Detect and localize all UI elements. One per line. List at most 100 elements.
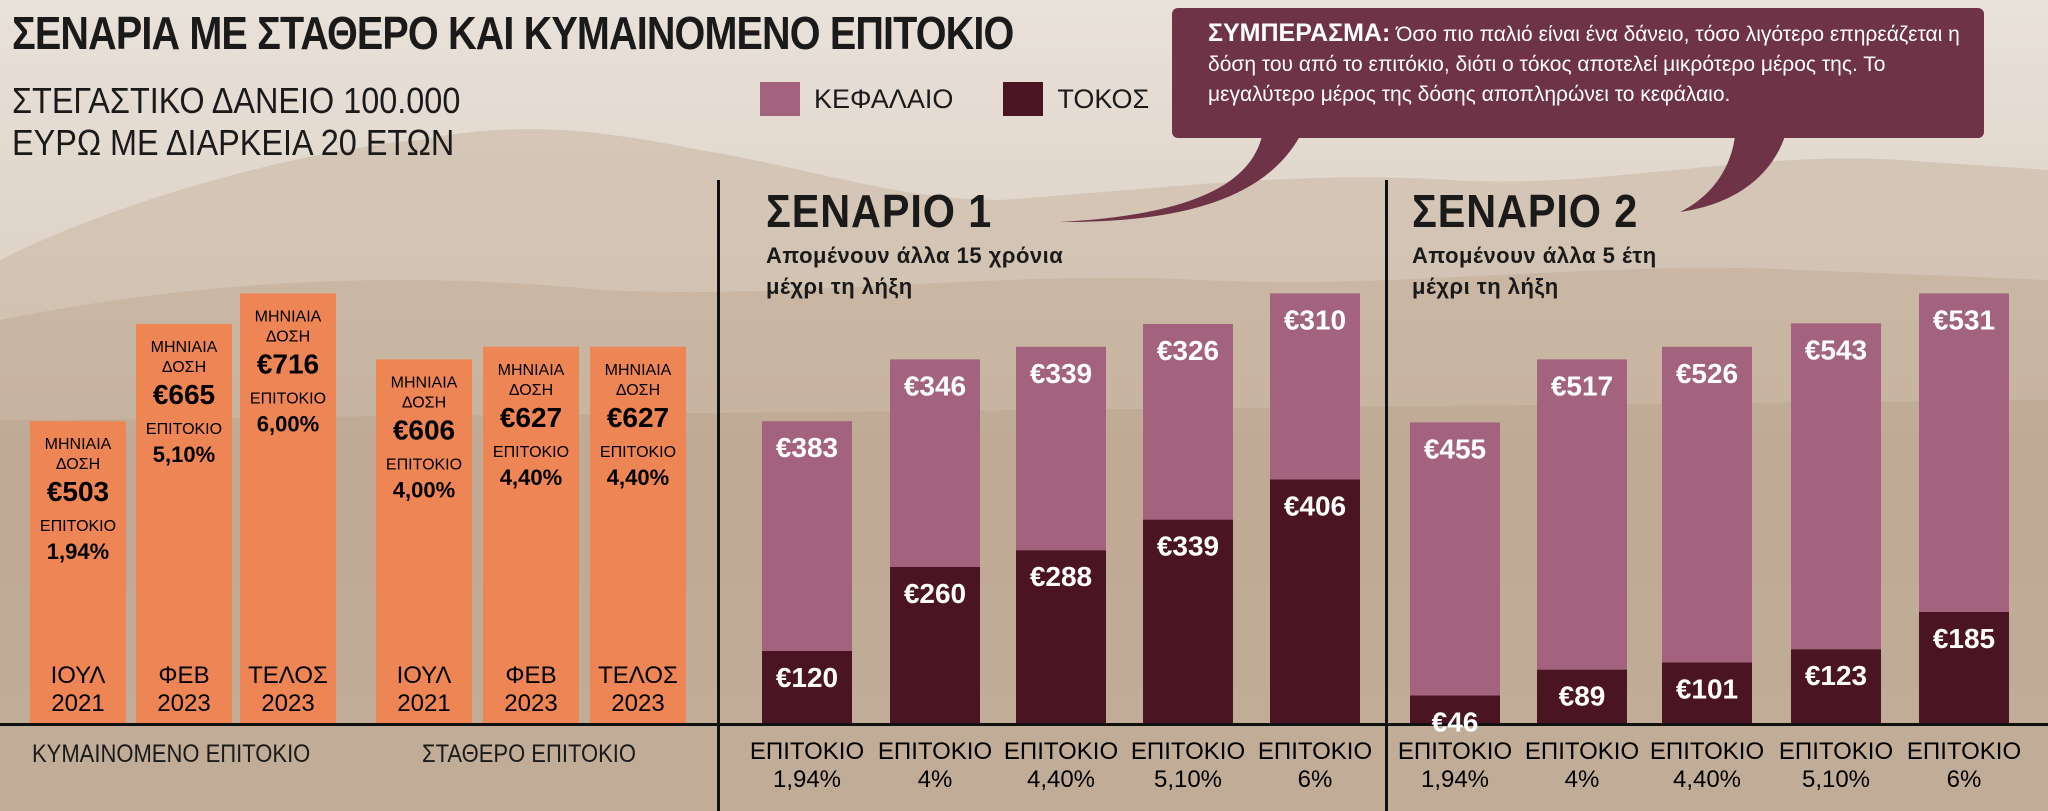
interest-value-label: €260 — [904, 578, 966, 609]
x-axis-label: ΕΠΙΤΟΚΙΟ — [1258, 738, 1372, 765]
bar-value-label: €606 — [393, 414, 455, 445]
interest-bar-segment — [1537, 669, 1627, 723]
principal-value-label: €517 — [1551, 370, 1613, 401]
bar-value-label: €503 — [47, 476, 109, 507]
principal-bar-segment — [1016, 346, 1106, 551]
principal-value-label: €339 — [1030, 358, 1092, 389]
bar-value-label: €665 — [153, 379, 215, 410]
bar-payment-label: ΔΟΣΗ — [56, 456, 100, 473]
principal-bar-segment — [1143, 324, 1233, 520]
principal-bar-segment — [762, 421, 852, 651]
interest-bar-segment — [1410, 695, 1500, 723]
fixed-rate-label: ΣΤΑΘΕΡΟ ΕΠΙΤΟΚΙΟ — [422, 740, 637, 768]
bar-rate-label: 6,00% — [257, 411, 319, 436]
divider-scenario-2 — [1385, 180, 1388, 811]
scenario-2-subtitle-line-2: μέχρι τη λήξη — [1412, 274, 1559, 299]
legend-label-interest: ΤΟΚΟΣ — [1057, 83, 1150, 114]
principal-value-label: €526 — [1676, 358, 1738, 389]
legend-swatch-principal — [760, 82, 800, 116]
bar-rate-title: ΕΠΙΤΟΚΙΟ — [600, 444, 676, 461]
bar-category-label: 2021 — [51, 690, 104, 717]
bar-rate-label: 4,00% — [393, 477, 455, 502]
interest-bar-segment — [1791, 649, 1881, 723]
principal-value-label: €346 — [904, 370, 966, 401]
interest-bar-segment — [1662, 662, 1752, 723]
bar-payment-label: ΜΗΝΙΑΙΑ — [151, 339, 218, 356]
interest-value-label: €46 — [1432, 706, 1479, 737]
fixed-bar — [483, 346, 579, 723]
bar-category-label: ΙΟΥΛ — [51, 662, 106, 689]
interest-bar-segment — [890, 567, 980, 723]
interest-value-label: €89 — [1559, 681, 1606, 712]
bar-category-label: ΦΕΒ — [158, 662, 209, 689]
x-axis-label: 5,10% — [1154, 766, 1222, 793]
interest-value-label: €120 — [776, 662, 838, 693]
fixed-bar — [376, 359, 472, 723]
x-axis-label: ΕΠΙΤΟΚΙΟ — [1779, 738, 1893, 765]
interest-bar-segment — [1143, 519, 1233, 723]
bar-payment-label: ΔΟΣΗ — [509, 382, 553, 399]
x-axis-label: 4% — [918, 766, 953, 793]
principal-value-label: €543 — [1805, 334, 1867, 365]
floating-rate-label: ΚΥΜΑΙΝΟΜΕΝΟ ΕΠΙΤΟΚΙΟ — [32, 740, 311, 768]
interest-value-label: €288 — [1030, 561, 1092, 592]
x-axis-label: ΕΠΙΤΟΚΙΟ — [1131, 738, 1245, 765]
bar-rate-title: ΕΠΙΤΟΚΙΟ — [40, 518, 116, 535]
principal-bar-segment — [890, 359, 980, 567]
bar-rate-title: ΕΠΙΤΟΚΙΟ — [493, 444, 569, 461]
bar-rate-label: 1,94% — [47, 539, 109, 564]
scenario-1-title: ΣΕΝΑΡΙΟ 1 — [766, 185, 993, 237]
principal-value-label: €383 — [776, 432, 838, 463]
bar-category-label: ΦΕΒ — [505, 662, 556, 689]
x-axis-label: ΕΠΙΤΟΚΙΟ — [1398, 738, 1512, 765]
x-axis-label: 6% — [1298, 766, 1333, 793]
bar-payment-label: ΜΗΝΙΑΙΑ — [498, 362, 565, 379]
legend-label-principal: ΚΕΦΑΛΑΙΟ — [814, 83, 954, 114]
bar-payment-label: ΜΗΝΙΑΙΑ — [605, 362, 672, 379]
bar-value-label: €627 — [607, 402, 669, 433]
interest-bar-segment — [762, 651, 852, 723]
x-axis-label: 4,40% — [1673, 766, 1741, 793]
divider-scenario-1 — [717, 180, 720, 811]
main-title: ΣΕΝΑΡΙΑ ΜΕ ΣΤΑΘΕΡΟ ΚΑΙ ΚΥΜΑΙΝΟΜΕΝΟ ΕΠΙΤΟ… — [12, 7, 1014, 59]
legend: ΚΕΦΑΛΑΙΟ ΤΟΚΟΣ — [760, 82, 1149, 116]
bar-rate-label: 4,40% — [500, 465, 562, 490]
principal-bar-segment — [1270, 293, 1360, 480]
subtitle-line-2: ΕΥΡΩ ΜΕ ΔΙΑΡΚΕΙΑ 20 ΕΤΩΝ — [12, 122, 455, 163]
bar-category-label: 2023 — [504, 690, 557, 717]
interest-bar-segment — [1016, 550, 1106, 723]
bar-category-label: 2021 — [397, 690, 450, 717]
bar-payment-label: ΔΟΣΗ — [162, 359, 206, 376]
interest-value-label: €406 — [1284, 490, 1346, 521]
bar-payment-label: ΔΟΣΗ — [616, 382, 660, 399]
callout-pointer-left — [1060, 136, 1300, 222]
bar-category-label: ΤΕΛΟΣ — [598, 662, 678, 689]
interest-bar-segment — [1919, 612, 2009, 723]
bar-category-label: ΤΕΛΟΣ — [248, 662, 328, 689]
principal-bar-segment — [1410, 422, 1500, 696]
principal-bar-segment — [1537, 359, 1627, 670]
bar-value-label: €716 — [257, 348, 319, 379]
bar-value-label: €627 — [500, 402, 562, 433]
principal-value-label: €455 — [1424, 433, 1486, 464]
principal-value-label: €531 — [1933, 304, 1995, 335]
principal-bar-segment — [1662, 346, 1752, 663]
bar-payment-label: ΜΗΝΙΑΙΑ — [45, 436, 112, 453]
scenario-1-heading: ΣΕΝΑΡΙΟ 1 Απομένουν άλλα 15 χρόνια μέχρι… — [766, 184, 1063, 302]
scenario-2-subtitle-line-1: Απομένουν άλλα 5 έτη — [1412, 243, 1657, 268]
floating-bar — [136, 324, 232, 723]
fixed-bar — [590, 346, 686, 723]
principal-value-label: €326 — [1157, 335, 1219, 366]
bar-rate-label: 4,40% — [607, 465, 669, 490]
bar-category-label: 2023 — [157, 690, 210, 717]
bar-payment-label: ΔΟΣΗ — [402, 394, 446, 411]
bar-payment-label: ΜΗΝΙΑΙΑ — [255, 308, 322, 325]
conclusion-label: ΣΥΜΠΕΡΑΣΜΑ: — [1208, 19, 1391, 47]
principal-bar-segment — [1791, 323, 1881, 650]
principal-value-label: €310 — [1284, 304, 1346, 335]
interest-value-label: €339 — [1157, 531, 1219, 562]
x-axis-label: ΕΠΙΤΟΚΙΟ — [1525, 738, 1639, 765]
bar-rate-title: ΕΠΙΤΟΚΙΟ — [386, 456, 462, 473]
callout-pointer-right — [1680, 136, 1785, 212]
